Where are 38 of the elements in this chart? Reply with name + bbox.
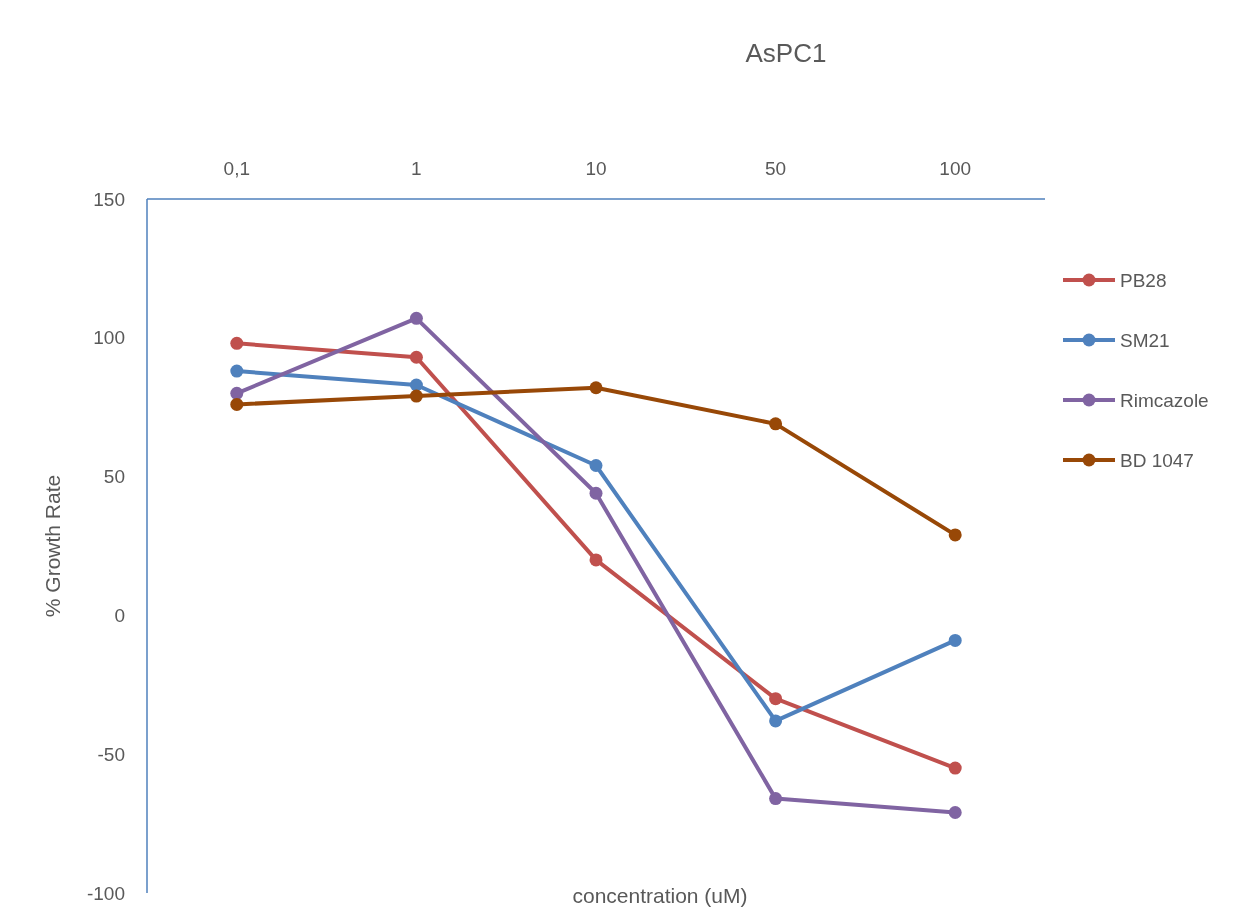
point bbox=[409, 311, 423, 325]
legend-label: SM21 bbox=[1120, 329, 1170, 351]
point bbox=[230, 386, 244, 400]
x-tick-label: 1 bbox=[411, 157, 422, 179]
point bbox=[769, 792, 783, 806]
point bbox=[769, 692, 783, 706]
point bbox=[409, 389, 423, 403]
point bbox=[769, 714, 783, 728]
x-tick-label: 10 bbox=[585, 157, 607, 179]
point bbox=[230, 364, 244, 378]
y-tick-label: 150 bbox=[93, 188, 125, 210]
point bbox=[589, 486, 603, 500]
point bbox=[409, 378, 423, 392]
point bbox=[589, 553, 603, 567]
point bbox=[948, 761, 962, 775]
legend-label: BD 1047 bbox=[1120, 449, 1194, 471]
point bbox=[948, 633, 962, 647]
point bbox=[230, 336, 244, 350]
legend-label: Rimcazole bbox=[1120, 389, 1209, 411]
legend-label: PB28 bbox=[1120, 269, 1167, 291]
x-axis-title: concentration (uM) bbox=[572, 884, 748, 908]
y-tick-label: -50 bbox=[97, 743, 125, 765]
point bbox=[409, 350, 423, 364]
y-tick-label: 0 bbox=[114, 605, 125, 627]
point bbox=[589, 381, 603, 395]
point bbox=[948, 528, 962, 542]
point bbox=[230, 397, 244, 411]
y-tick-label: 100 bbox=[93, 327, 125, 349]
x-tick-label: 50 bbox=[765, 157, 787, 179]
chart-title: AsPC1 bbox=[745, 38, 827, 68]
x-tick-label: 0,1 bbox=[223, 157, 251, 179]
y-axis-title: % Growth Rate bbox=[41, 474, 64, 618]
point bbox=[769, 417, 783, 431]
y-tick-label: -100 bbox=[86, 882, 125, 904]
point bbox=[948, 806, 962, 819]
x-tick-label: 100 bbox=[939, 157, 972, 179]
y-tick-label: 50 bbox=[103, 466, 125, 488]
point bbox=[589, 459, 603, 472]
